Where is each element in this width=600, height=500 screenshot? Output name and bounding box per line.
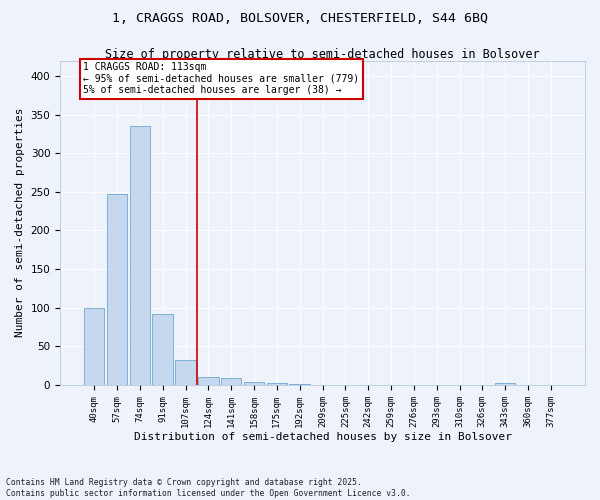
Y-axis label: Number of semi-detached properties: Number of semi-detached properties — [15, 108, 25, 338]
Bar — [175, 360, 196, 385]
Bar — [495, 384, 515, 385]
Bar — [266, 384, 287, 385]
Text: Contains HM Land Registry data © Crown copyright and database right 2025.
Contai: Contains HM Land Registry data © Crown c… — [6, 478, 410, 498]
X-axis label: Distribution of semi-detached houses by size in Bolsover: Distribution of semi-detached houses by … — [134, 432, 512, 442]
Title: Size of property relative to semi-detached houses in Bolsover: Size of property relative to semi-detach… — [105, 48, 540, 60]
Bar — [198, 377, 218, 385]
Bar — [130, 126, 150, 385]
Text: 1 CRAGGS ROAD: 113sqm
← 95% of semi-detached houses are smaller (779)
5% of semi: 1 CRAGGS ROAD: 113sqm ← 95% of semi-deta… — [83, 62, 359, 95]
Bar — [244, 382, 264, 385]
Bar — [221, 378, 241, 385]
Bar — [152, 314, 173, 385]
Bar — [84, 308, 104, 385]
Bar — [107, 194, 127, 385]
Text: 1, CRAGGS ROAD, BOLSOVER, CHESTERFIELD, S44 6BQ: 1, CRAGGS ROAD, BOLSOVER, CHESTERFIELD, … — [112, 12, 488, 26]
Bar — [289, 384, 310, 385]
